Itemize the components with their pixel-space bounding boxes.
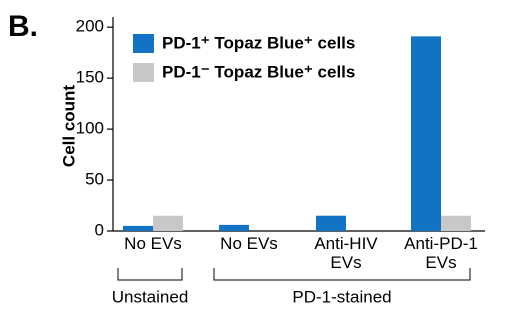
bar	[411, 36, 441, 231]
group-bracket	[213, 268, 471, 281]
y-tick-label: 150	[76, 68, 104, 87]
y-tick-label: 200	[76, 17, 104, 36]
bar	[153, 215, 183, 231]
y-axis-label: Cell count	[59, 85, 78, 168]
bar	[316, 215, 346, 231]
x-tick-label: No EVs	[220, 234, 278, 253]
group-bracket	[117, 268, 183, 281]
panel-label: B.	[8, 10, 38, 43]
bar	[219, 224, 249, 231]
group-label: Unstained	[112, 287, 189, 306]
bar	[441, 215, 471, 231]
x-tick-label: No EVs	[124, 234, 182, 253]
legend-swatch	[133, 34, 154, 53]
legend-swatch	[133, 63, 154, 82]
y-tick-label: 50	[85, 170, 104, 189]
bar	[123, 225, 153, 231]
legend-label: PD-1⁺ Topaz Blue⁺ cells	[162, 33, 355, 52]
y-tick-label: 100	[76, 119, 104, 138]
legend-label: PD-1⁻ Topaz Blue⁺ cells	[162, 62, 355, 81]
x-tick-label: Anti-HIV EVs	[314, 234, 378, 272]
x-tick-label: Anti-PD-1 EVs	[404, 234, 478, 272]
y-tick-label: 0	[95, 220, 104, 239]
group-label: PD-1-stained	[292, 287, 391, 306]
